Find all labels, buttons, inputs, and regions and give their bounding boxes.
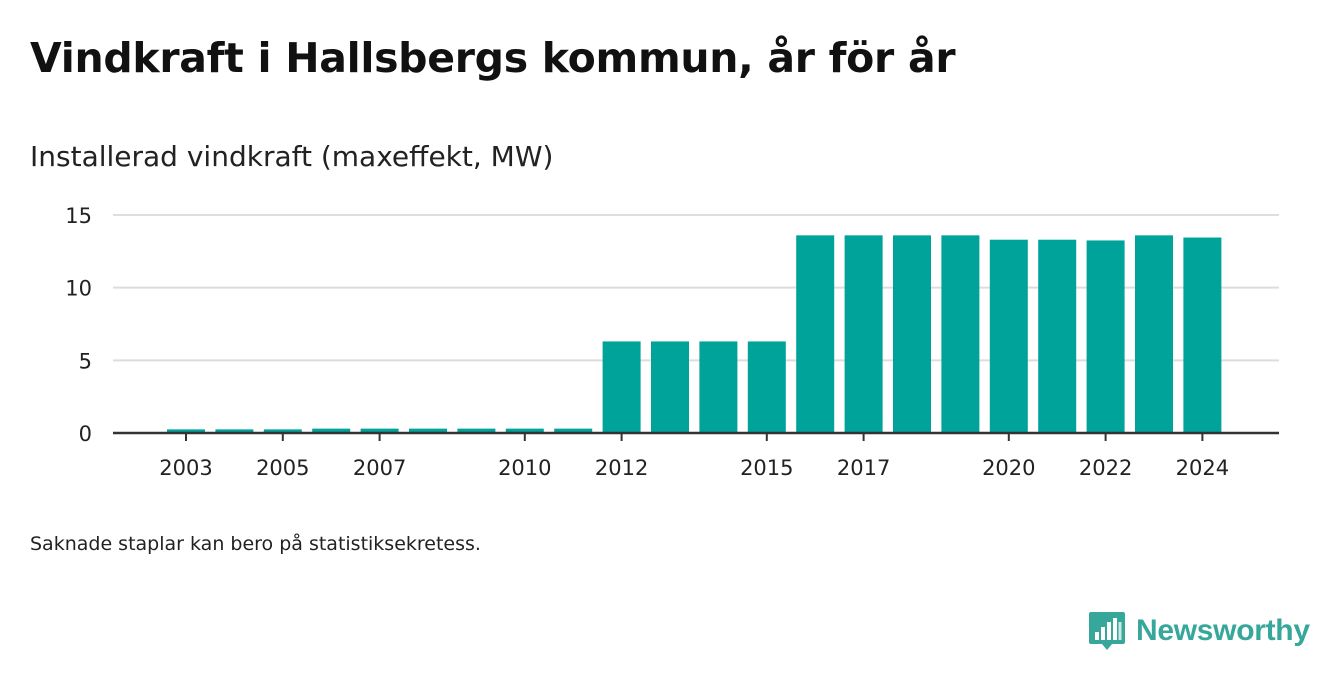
bar-2021 (1038, 239, 1077, 433)
bar-2016 (796, 235, 835, 433)
bar-2010 (505, 428, 544, 433)
x-tick-label: 2012 (595, 456, 648, 480)
x-tick-label: 2015 (740, 456, 793, 480)
x-tick-label: 2020 (982, 456, 1035, 480)
bar-2012 (602, 341, 641, 433)
bar-2006 (312, 428, 351, 433)
bar-2007 (360, 428, 399, 433)
bar-2024 (1183, 237, 1222, 433)
y-tick-label: 5 (79, 349, 92, 373)
bar-chart: 0 5 10 15 2003 2005 2007 2010 2012 2015 2017 2020 20… (65, 204, 1279, 480)
y-tick-label: 10 (65, 277, 92, 301)
chart-subtitle: Installerad vindkraft (maxeffekt, MW) (30, 140, 554, 173)
bar-2005 (263, 429, 302, 433)
chart-title: Vindkraft i Hallsbergs kommun, år för år (30, 34, 956, 82)
brand-name: Newsworthy (1136, 614, 1310, 647)
bar-2023 (1135, 235, 1173, 433)
x-tick-label: 2010 (498, 456, 551, 480)
bar-2020 (989, 239, 1028, 433)
bar-2013 (651, 341, 689, 433)
x-tick-label: 2024 (1176, 456, 1229, 480)
x-tick-label: 2017 (837, 456, 890, 480)
bar-2009 (457, 428, 496, 433)
bar-2014 (699, 341, 738, 433)
bar-2003 (167, 429, 205, 433)
x-tick-label: 2005 (256, 456, 309, 480)
x-tick-label: 2007 (353, 456, 406, 480)
newsworthy-chart-icon (1089, 612, 1125, 650)
bar-2008 (409, 428, 447, 433)
bar-2011 (554, 428, 593, 433)
bar-2004 (215, 429, 254, 433)
y-tick-label: 15 (65, 204, 92, 228)
bar-2018 (893, 235, 931, 433)
footnote: Saknade staplar kan bero på statistiksek… (30, 533, 481, 555)
y-tick-label: 0 (79, 422, 92, 446)
bar-2017 (844, 235, 883, 433)
x-tick-label: 2003 (159, 456, 212, 480)
bar-2019 (941, 235, 980, 433)
bar-2015 (747, 341, 786, 433)
bar-2022 (1086, 240, 1125, 433)
newsworthy-logo: Newsworthy (1088, 610, 1310, 652)
x-tick-label: 2022 (1079, 456, 1132, 480)
